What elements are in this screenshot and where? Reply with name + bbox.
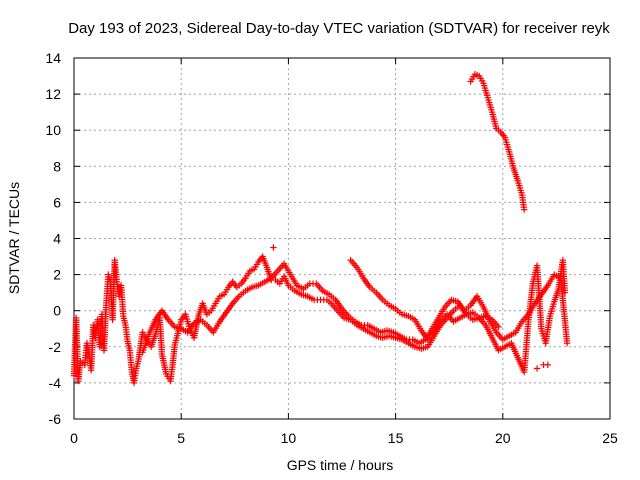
x-tick-label: 15 [388,430,404,446]
x-tick-label: 25 [602,430,618,446]
y-tick-label: 8 [53,158,61,174]
y-tick-label: -6 [49,411,62,427]
x-tick-label: 5 [177,430,185,446]
y-tick-label: 10 [45,122,61,138]
chart-gridlines [74,58,610,419]
x-tick-label: 0 [70,430,78,446]
data-point [544,361,552,369]
y-tick-label: 14 [45,50,61,66]
x-axis-ticks: 0 5 10 15 20 25 [70,58,618,446]
data-markers [70,71,571,387]
data-point [561,289,569,296]
data-point [563,339,571,347]
y-tick-label: 6 [53,194,61,210]
x-tick-label: 10 [281,430,297,446]
y-tick-label: 4 [53,231,61,247]
y-tick-label: 0 [53,303,61,319]
y-tick-label: 2 [53,267,61,283]
x-axis-label: GPS time / hours [287,457,394,473]
data-point [533,365,541,372]
x-tick-label: 20 [495,430,511,446]
y-tick-label: -4 [49,375,62,391]
y-tick-label: 12 [45,86,61,102]
data-point [495,323,502,331]
y-axis-label: SDTVAR / TECUs [6,182,22,294]
data-point [521,206,528,213]
y-tick-label: -2 [49,339,62,355]
data-point [270,244,277,251]
chart-title: Day 193 of 2023, Sidereal Day-to-day VTE… [68,20,610,37]
y-axis-ticks: -6 -4 -2 0 2 4 6 8 10 12 14 [45,50,610,427]
